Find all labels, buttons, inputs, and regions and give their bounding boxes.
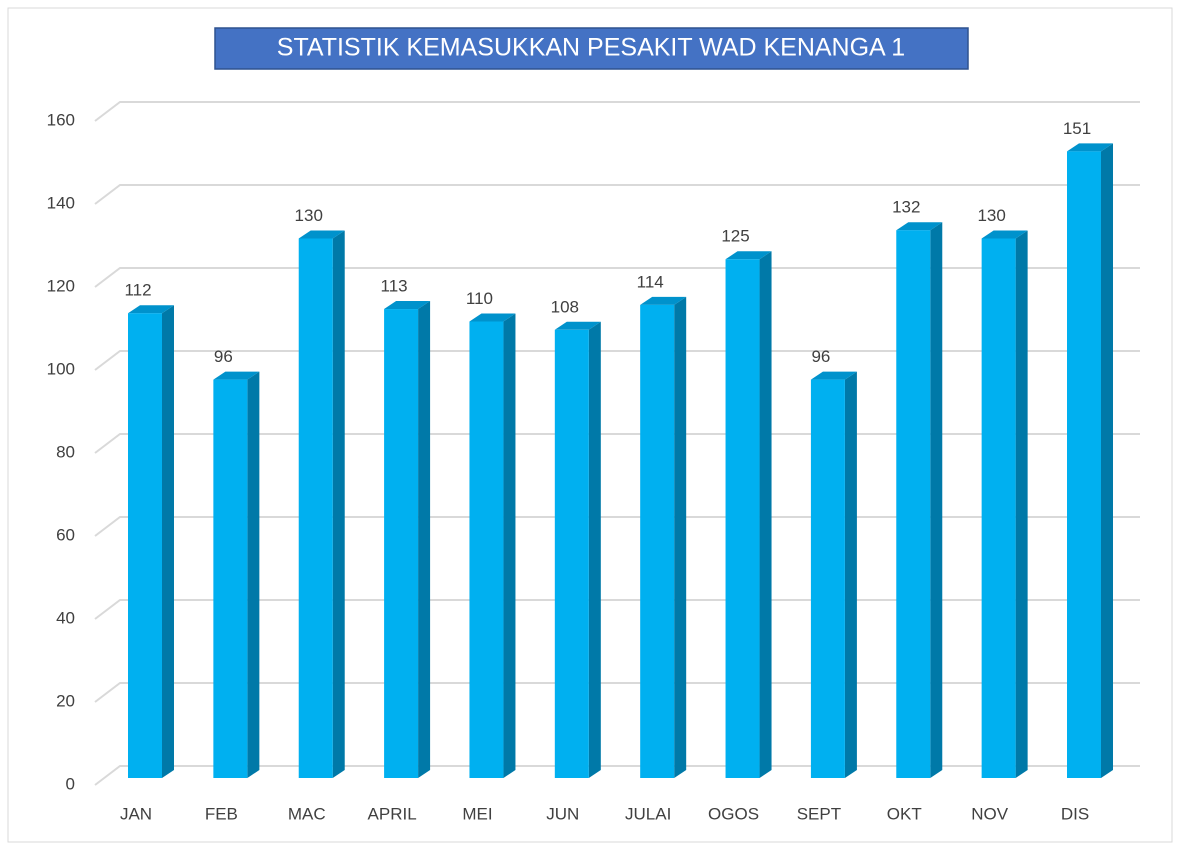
data-label: 110 [466,289,493,308]
bar [1067,151,1101,779]
bar-side [1101,143,1113,779]
grid-line [94,350,1140,371]
bar [896,230,931,778]
x-tick-label: MAC [288,804,326,823]
data-label: 96 [214,347,233,366]
bar-top [554,321,601,330]
grid-line [94,765,1140,786]
bar [640,304,675,778]
grid-line [94,433,1140,454]
bar-side [759,251,772,778]
data-label: 96 [811,347,830,366]
y-tick-label: 40 [56,608,75,627]
bar [810,379,845,778]
data-label: 112 [124,281,151,300]
x-tick-label: FEB [205,804,238,823]
bar-top [640,296,687,305]
x-tick-label: OGOS [708,804,759,823]
bar-top [298,230,345,239]
x-tick-label: JUN [546,804,579,823]
bar-side [332,230,345,778]
bar-side [247,371,260,778]
bar-side [674,296,687,778]
data-label: 132 [892,198,920,217]
grid-line [94,682,1140,703]
bar-top [128,305,174,314]
grid-line [94,599,1140,620]
bar-top [1067,143,1113,152]
x-tick-label: MEI [462,804,492,823]
grid-line [94,184,1140,205]
bar-side [930,222,943,778]
y-tick-label: 100 [47,359,75,378]
data-label: 125 [721,227,749,246]
y-tick-label: 60 [56,525,75,544]
bar [298,238,333,778]
bar-top [896,222,943,231]
data-label: 130 [977,206,1005,225]
bar-top [810,371,857,380]
y-tick-label: 160 [47,110,75,129]
grid-line [94,267,1140,288]
bar-top [213,371,260,380]
chart-title: STATISTIK KEMASUKKAN PESAKIT WAD KENANGA… [277,34,905,62]
bar-top [725,251,772,260]
bar [554,329,589,778]
y-tick-label: 80 [56,442,75,461]
x-tick-label: DIS [1061,804,1089,823]
y-tick-label: 20 [56,691,75,710]
title-box [214,27,969,70]
x-tick-label: APRIL [368,804,417,823]
bar-side [588,321,601,778]
bar-side [503,313,516,778]
bar-top [981,230,1028,239]
bar [469,321,504,778]
grid-line [94,516,1140,537]
data-label: 108 [551,297,579,316]
y-tick-label: 140 [47,193,75,212]
x-tick-label: JULAI [625,804,671,823]
bar-side [1015,230,1028,778]
x-tick-label: NOV [971,804,1009,823]
bar [384,309,419,778]
bar-top [469,313,516,322]
data-label: 151 [1063,119,1091,138]
bar-side [844,371,857,778]
x-tick-label: OKT [887,804,922,823]
data-label: 114 [637,272,664,291]
x-tick-label: JAN [120,804,152,823]
bar-side [418,301,431,778]
bar [213,379,248,778]
data-label: 130 [295,206,323,225]
grid-line [94,101,1140,122]
y-tick-label: 0 [66,774,75,793]
bar [725,259,760,778]
bar [128,313,162,778]
y-tick-label: 120 [47,276,75,295]
bar-side [162,305,174,778]
x-tick-label: SEPT [797,804,841,823]
bar-top [384,301,431,310]
data-label: 113 [381,277,408,296]
bar [981,238,1016,778]
